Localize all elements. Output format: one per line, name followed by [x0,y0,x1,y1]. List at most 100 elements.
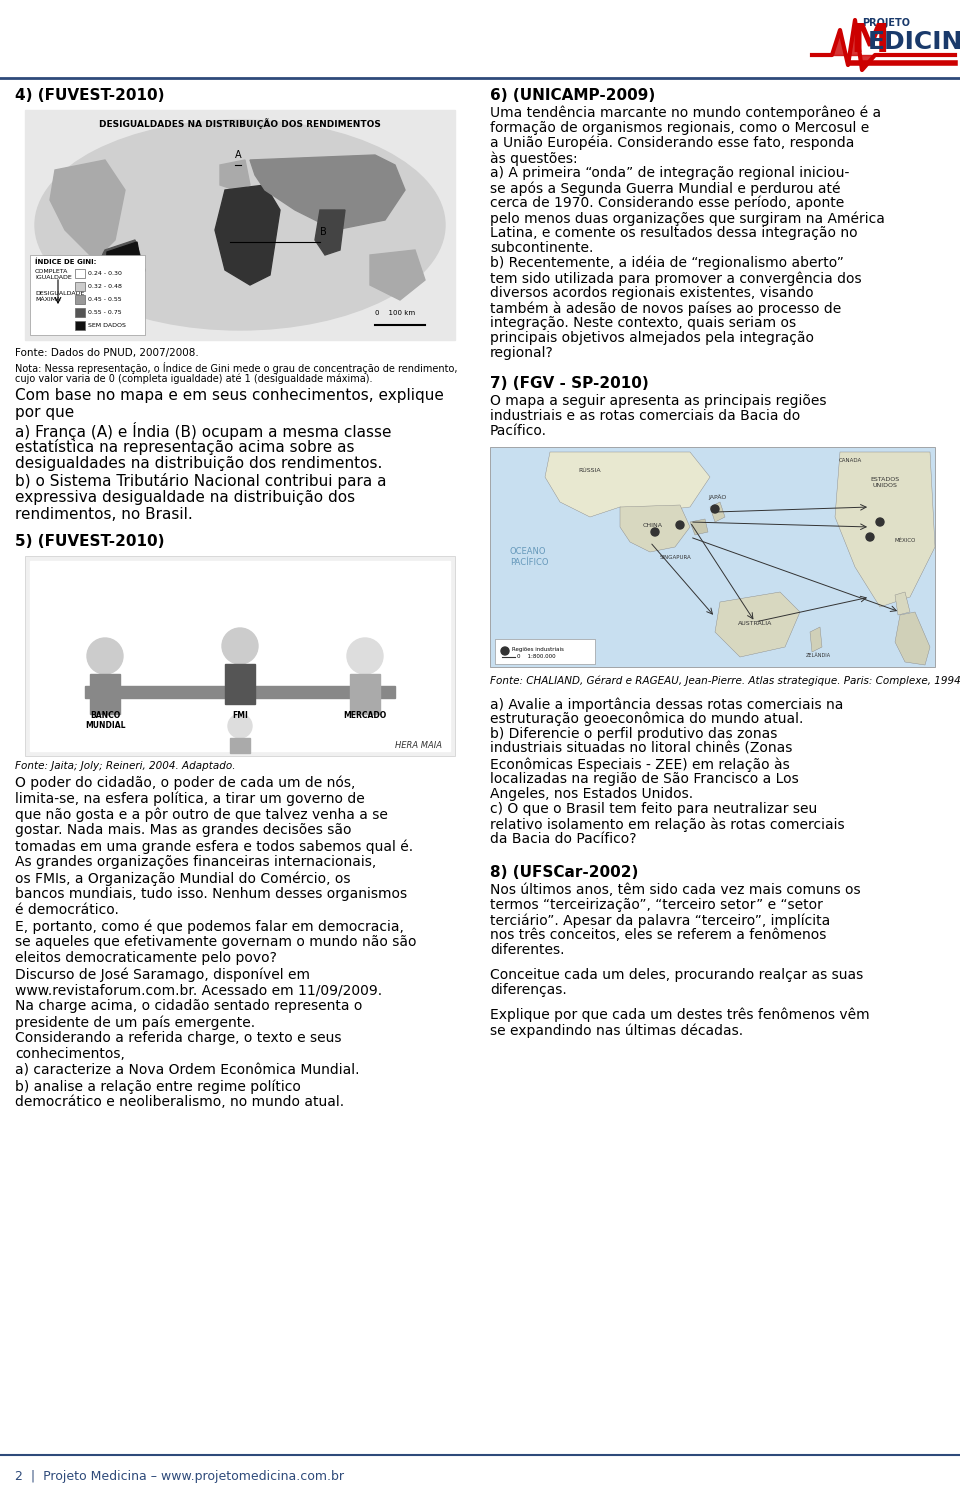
Text: DESIGUALDADES NA DISTRIBUIÇÃO DOS RENDIMENTOS: DESIGUALDADES NA DISTRIBUIÇÃO DOS RENDIM… [99,118,381,129]
Text: Econômicas Especiais - ZEE) em relação às: Econômicas Especiais - ZEE) em relação à… [490,756,790,771]
Polygon shape [215,185,280,286]
Polygon shape [690,519,708,535]
Text: a União Européia. Considerando esse fato, responda: a União Européia. Considerando esse fato… [490,136,854,151]
Text: PROJETO: PROJETO [862,18,910,28]
Text: conhecimentos,: conhecimentos, [15,1046,125,1061]
Text: principais objetivos almejados pela integração: principais objetivos almejados pela inte… [490,330,814,345]
Text: regional?: regional? [490,345,554,360]
Text: HERA MAIA: HERA MAIA [395,742,442,750]
Text: subcontinente.: subcontinente. [490,241,593,256]
Circle shape [876,517,884,526]
Circle shape [866,534,874,541]
Polygon shape [250,155,405,230]
Polygon shape [715,592,800,656]
Text: A: A [235,150,242,160]
Circle shape [228,715,252,739]
Text: RÚSSIA: RÚSSIA [579,468,601,472]
Text: Considerando a referida charge, o texto e seus: Considerando a referida charge, o texto … [15,1032,342,1045]
Text: diversos acordos regionais existentes, visando: diversos acordos regionais existentes, v… [490,286,814,300]
Text: rendimentos, no Brasil.: rendimentos, no Brasil. [15,507,193,522]
Text: Fonte: Dados do PNUD, 2007/2008.: Fonte: Dados do PNUD, 2007/2008. [15,348,199,357]
Text: b) o Sistema Tributário Nacional contribui para a: b) o Sistema Tributário Nacional contrib… [15,472,387,489]
Text: gostar. Nada mais. Mas as grandes decisões são: gostar. Nada mais. Mas as grandes decisõ… [15,824,351,837]
Polygon shape [810,626,822,652]
Text: que não gosta e a pôr outro de que talvez venha a se: que não gosta e a pôr outro de que talve… [15,807,388,821]
Text: tomadas em uma grande esfera e todos sabemos qual é.: tomadas em uma grande esfera e todos sab… [15,839,413,854]
Text: integração. Neste contexto, quais seriam os: integração. Neste contexto, quais seriam… [490,315,796,330]
Text: SINGAPURA: SINGAPURA [660,555,691,561]
Bar [75,295,85,303]
Text: localizadas na região de São Francisco a Los: localizadas na região de São Francisco a… [490,771,799,786]
Text: Com base no mapa e em seus conhecimentos, explique: Com base no mapa e em seus conhecimentos… [15,389,444,404]
Text: b) Recentemente, a idéia de “regionalismo aberto”: b) Recentemente, a idéia de “regionalism… [490,256,844,271]
Bar [490,447,935,667]
Text: se expandindo nas últimas décadas.: se expandindo nas últimas décadas. [490,1023,743,1038]
Text: EDICINA: EDICINA [868,30,960,54]
Text: é democrático.: é democrático. [15,903,119,916]
Bar [225,664,255,704]
Text: a) caracterize a Nova Ordem Econômica Mundial.: a) caracterize a Nova Ordem Econômica Mu… [15,1063,359,1076]
Circle shape [347,638,383,674]
Text: Nota: Nessa representação, o Índice de Gini mede o grau de concentração de rendi: Nota: Nessa representação, o Índice de G… [15,362,458,374]
Text: Discurso de José Saramago, disponível em: Discurso de José Saramago, disponível em [15,967,310,982]
Text: a) França (A) e Índia (B) ocupam a mesma classe: a) França (A) e Índia (B) ocupam a mesma… [15,422,392,440]
Polygon shape [895,592,910,614]
Polygon shape [220,160,250,190]
Text: BANCO
MUNDIAL: BANCO MUNDIAL [84,712,125,731]
Bar [75,283,85,292]
Text: industriais situadas no litoral chinês (Zonas: industriais situadas no litoral chinês (… [490,742,792,756]
Text: SEM DADOS: SEM DADOS [88,323,126,327]
Polygon shape [370,250,425,300]
Bar [90,674,120,715]
Text: Explique por que cada um destes três fenômenos vêm: Explique por que cada um destes três fen… [490,1008,870,1023]
Text: b) analise a relação entre regime político: b) analise a relação entre regime políti… [15,1079,300,1093]
Text: 8) (UFSCar-2002): 8) (UFSCar-2002) [490,866,638,881]
Text: nos três conceitos, eles se referem a fenômenos: nos três conceitos, eles se referem a fe… [490,928,827,942]
Text: industriais e as rotas comerciais da Bacia do: industriais e as rotas comerciais da Bac… [490,410,801,423]
Text: www.revistaforum.com.br. Acessado em 11/09/2009.: www.revistaforum.com.br. Acessado em 11/… [15,984,382,997]
Text: 2  |  Projeto Medicina – www.projetomedicina.com.br: 2 | Projeto Medicina – www.projetomedici… [15,1470,344,1483]
Text: 4) (FUVEST-2010): 4) (FUVEST-2010) [15,88,164,103]
Text: MERCADO: MERCADO [344,712,387,721]
Circle shape [676,520,684,529]
Text: se após a Segunda Guerra Mundial e perdurou até: se após a Segunda Guerra Mundial e perdu… [490,181,841,196]
Text: 0.45 - 0.55: 0.45 - 0.55 [88,298,122,302]
Text: bancos mundiais, tudo isso. Nenhum desses organismos: bancos mundiais, tudo isso. Nenhum desse… [15,887,407,901]
Text: Na charge acima, o cidadão sentado representa o: Na charge acima, o cidadão sentado repre… [15,999,362,1014]
Text: Conceitue cada um deles, procurando realçar as suas: Conceitue cada um deles, procurando real… [490,967,863,982]
Text: cujo valor varia de 0 (completa igualdade) até 1 (desigualdade máxima).: cujo valor varia de 0 (completa igualdad… [15,372,372,384]
Text: Pacífico.: Pacífico. [490,425,547,438]
Text: terciário”. Apesar da palavra “terceiro”, implícita: terciário”. Apesar da palavra “terceiro”… [490,913,830,927]
Circle shape [651,528,659,537]
Circle shape [501,647,509,655]
Bar [230,739,250,753]
Text: 5) (FUVEST-2010): 5) (FUVEST-2010) [15,534,164,549]
Text: JAPÃO: JAPÃO [708,495,727,499]
Text: c) O que o Brasil tem feito para neutralizar seu: c) O que o Brasil tem feito para neutral… [490,801,817,816]
Text: FMI: FMI [232,712,248,721]
Text: Fonte: CHALIAND, Gérard e RAGEAU, Jean-Pierre. Atlas strategique. Paris: Complex: Fonte: CHALIAND, Gérard e RAGEAU, Jean-P… [490,676,960,686]
Text: 7) (FGV - SP-2010): 7) (FGV - SP-2010) [490,377,649,392]
Text: a) A primeira “onda” de integração regional iniciou-: a) A primeira “onda” de integração regio… [490,166,850,179]
Bar [85,686,395,698]
Text: cerca de 1970. Considerando esse período, aponte: cerca de 1970. Considerando esse período… [490,196,844,211]
Text: b) Diferencie o perfil produtivo das zonas: b) Diferencie o perfil produtivo das zon… [490,727,778,742]
Text: a) Avalie a importância dessas rotas comerciais na: a) Avalie a importância dessas rotas com… [490,697,844,712]
Ellipse shape [35,120,445,330]
Text: Regiões industriais: Regiões industriais [512,647,564,652]
Text: ZELÂNDIA: ZELÂNDIA [805,653,830,658]
Bar [495,638,595,664]
Text: Uma tendência marcante no mundo contemporâneo é a: Uma tendência marcante no mundo contempo… [490,106,881,121]
Polygon shape [620,505,690,552]
Circle shape [87,638,123,674]
Text: CANADA: CANADA [838,457,862,463]
Bar [30,256,145,335]
Text: M: M [850,22,889,60]
Text: 0.24 - 0.30: 0.24 - 0.30 [88,271,122,277]
Text: 0.32 - 0.48: 0.32 - 0.48 [88,284,122,289]
Text: Angeles, nos Estados Unidos.: Angeles, nos Estados Unidos. [490,786,693,801]
Text: Fonte: Jaita; Joly; Reineri, 2004. Adaptado.: Fonte: Jaita; Joly; Reineri, 2004. Adapt… [15,761,235,771]
Bar [25,556,455,756]
Text: estruturação geoeconômica do mundo atual.: estruturação geoeconômica do mundo atual… [490,712,804,727]
Text: As grandes organizações financeiras internacionais,: As grandes organizações financeiras inte… [15,855,376,869]
